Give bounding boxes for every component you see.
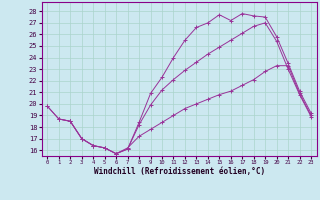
- X-axis label: Windchill (Refroidissement éolien,°C): Windchill (Refroidissement éolien,°C): [94, 167, 265, 176]
